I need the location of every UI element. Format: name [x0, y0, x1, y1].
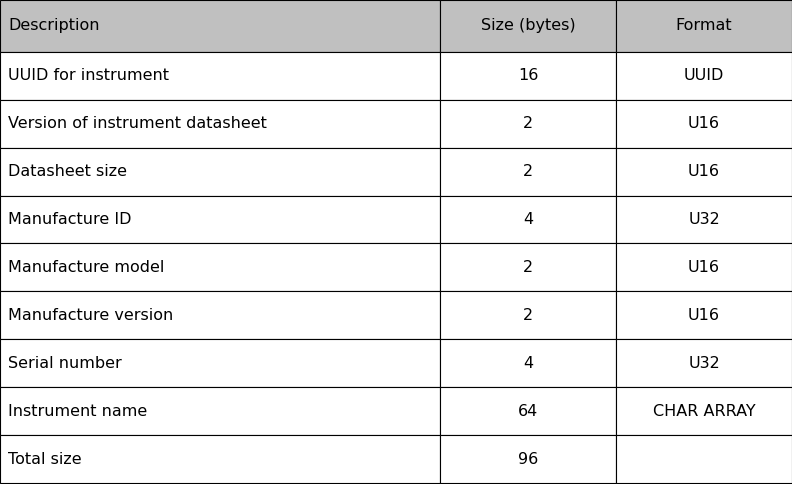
Text: Manufacture model: Manufacture model	[8, 260, 164, 275]
Text: U32: U32	[688, 212, 720, 227]
Bar	[440, 196, 616, 243]
Bar	[0, 0, 440, 52]
Text: Instrument name: Instrument name	[8, 404, 147, 419]
Bar	[616, 291, 792, 339]
Text: Datasheet size: Datasheet size	[8, 164, 127, 179]
Text: 96: 96	[518, 452, 538, 467]
Bar	[616, 52, 792, 100]
Text: 2: 2	[523, 116, 533, 131]
Bar	[440, 291, 616, 339]
Text: Manufacture version: Manufacture version	[8, 308, 173, 323]
Text: 16: 16	[518, 68, 539, 83]
Text: Description: Description	[8, 18, 100, 33]
Text: Size (bytes): Size (bytes)	[481, 18, 575, 33]
Bar	[0, 291, 440, 339]
Bar	[0, 100, 440, 148]
Bar	[616, 435, 792, 483]
Bar	[440, 52, 616, 100]
Bar	[440, 387, 616, 435]
Text: U16: U16	[688, 164, 720, 179]
Text: UUID for instrument: UUID for instrument	[8, 68, 169, 83]
Text: UUID: UUID	[683, 68, 724, 83]
Text: U32: U32	[688, 356, 720, 371]
Text: Serial number: Serial number	[8, 356, 122, 371]
Bar	[616, 387, 792, 435]
Bar	[440, 100, 616, 148]
Text: 2: 2	[523, 260, 533, 275]
Bar	[0, 387, 440, 435]
Text: CHAR ARRAY: CHAR ARRAY	[653, 404, 756, 419]
Text: Total size: Total size	[8, 452, 82, 467]
Text: 4: 4	[523, 212, 533, 227]
Bar	[440, 148, 616, 196]
Text: 2: 2	[523, 164, 533, 179]
Bar	[616, 148, 792, 196]
Bar	[616, 196, 792, 243]
Bar	[440, 435, 616, 483]
Text: 4: 4	[523, 356, 533, 371]
Bar	[616, 100, 792, 148]
Bar	[0, 148, 440, 196]
Bar	[440, 0, 616, 52]
Text: U16: U16	[688, 260, 720, 275]
Bar	[616, 339, 792, 387]
Bar	[0, 339, 440, 387]
Text: U16: U16	[688, 116, 720, 131]
Bar	[440, 339, 616, 387]
Bar	[0, 435, 440, 483]
Bar	[0, 243, 440, 291]
Text: Format: Format	[676, 18, 733, 33]
Text: Version of instrument datasheet: Version of instrument datasheet	[8, 116, 267, 131]
Bar	[440, 243, 616, 291]
Bar	[616, 0, 792, 52]
Bar	[616, 243, 792, 291]
Bar	[0, 196, 440, 243]
Text: U16: U16	[688, 308, 720, 323]
Text: 2: 2	[523, 308, 533, 323]
Text: Manufacture ID: Manufacture ID	[8, 212, 131, 227]
Text: 64: 64	[518, 404, 538, 419]
Bar	[0, 52, 440, 100]
